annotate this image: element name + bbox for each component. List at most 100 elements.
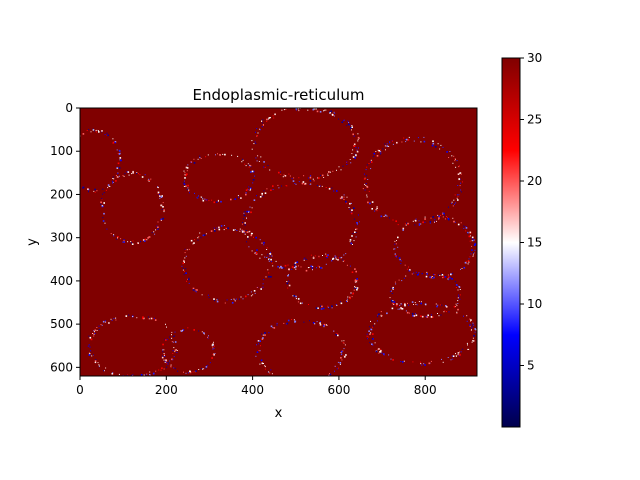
speckle-pixel [434, 145, 437, 148]
speckle-pixel [468, 348, 470, 350]
speckle-pixel [142, 316, 144, 318]
speckle-pixel [203, 368, 205, 370]
speckle-pixel [292, 180, 295, 182]
speckle-pixel [213, 345, 215, 347]
speckle-pixel [442, 212, 444, 214]
speckle-pixel [314, 255, 316, 257]
speckle-pixel [354, 157, 356, 159]
speckle-pixel [374, 210, 376, 212]
speckle-pixel [198, 236, 200, 238]
speckle-pixel [182, 329, 183, 331]
speckle-pixel [132, 170, 134, 173]
speckle-pixel [124, 173, 126, 175]
speckle-pixel [236, 230, 238, 231]
speckle-pixel [207, 154, 209, 156]
speckle-pixel [298, 177, 300, 179]
speckle-pixel [472, 254, 474, 256]
speckle-pixel [120, 160, 122, 162]
speckle-pixel [171, 358, 173, 361]
speckle-pixel [352, 244, 353, 245]
speckle-pixel [202, 197, 204, 199]
speckle-pixel [166, 339, 168, 341]
speckle-pixel [294, 183, 296, 184]
speckle-pixel [203, 234, 206, 236]
speckle-pixel [171, 331, 173, 333]
speckle-pixel [380, 311, 382, 313]
speckle-pixel [105, 321, 107, 323]
speckle-pixel [434, 221, 435, 223]
speckle-pixel [328, 111, 330, 113]
speckle-pixel [270, 189, 272, 191]
speckle-pixel [326, 324, 327, 326]
speckle-pixel [318, 255, 320, 257]
speckle-pixel [356, 287, 357, 289]
speckle-pixel [187, 372, 189, 374]
speckle-pixel [192, 287, 195, 290]
speckle-pixel [214, 229, 216, 231]
speckle-pixel [243, 214, 246, 217]
speckle-pixel [269, 169, 271, 171]
speckle-pixel [282, 176, 284, 178]
speckle-pixel [369, 202, 371, 205]
speckle-pixel [472, 323, 474, 325]
speckle-pixel [183, 170, 185, 172]
speckle-pixel [392, 143, 394, 145]
speckle-pixel [164, 360, 166, 362]
speckle-pixel [350, 242, 353, 245]
speckle-pixel [337, 367, 339, 369]
speckle-pixel [370, 332, 372, 334]
speckle-pixel [447, 357, 449, 358]
speckle-pixel [343, 120, 345, 122]
speckle-pixel [411, 273, 413, 275]
speckle-pixel [261, 192, 263, 195]
speckle-pixel [369, 326, 371, 328]
x-axis: 0 200 400 600 800 [76, 376, 437, 397]
speckle-pixel [213, 347, 215, 349]
speckle-pixel [312, 269, 313, 271]
speckle-pixel [309, 176, 312, 179]
speckle-pixel [392, 359, 394, 361]
speckle-pixel [328, 307, 330, 309]
speckle-pixel [157, 191, 160, 194]
speckle-pixel [284, 175, 287, 177]
speckle-pixel [211, 344, 213, 346]
speckle-pixel [232, 229, 235, 231]
colorbar: 5 10 15 20 25 30 [501, 51, 542, 428]
x-tick-label: 400 [241, 383, 264, 397]
speckle-pixel [245, 295, 247, 298]
colorbar-tick-label: 5 [527, 359, 535, 373]
speckle-pixel [182, 267, 184, 269]
speckle-pixel [420, 223, 422, 225]
speckle-pixel [218, 226, 220, 229]
speckle-pixel [371, 338, 373, 340]
speckle-pixel [366, 175, 367, 177]
speckle-pixel [246, 217, 247, 219]
speckle-pixel [349, 239, 352, 241]
speckle-pixel [157, 229, 159, 230]
speckle-pixel [264, 334, 266, 336]
speckle-pixel [371, 343, 373, 345]
speckle-pixel [471, 236, 474, 239]
speckle-pixel [310, 106, 311, 107]
speckle-pixel [318, 185, 320, 187]
speckle-pixel [437, 214, 439, 216]
speckle-pixel [417, 137, 419, 139]
speckle-pixel [313, 180, 315, 182]
speckle-pixel [255, 131, 256, 133]
speckle-pixel [141, 377, 142, 378]
speckle-pixel [445, 306, 448, 308]
speckle-pixel [74, 140, 75, 141]
speckle-pixel [234, 229, 236, 231]
speckle-pixel [106, 228, 108, 230]
speckle-pixel [95, 362, 97, 364]
speckle-pixel [336, 368, 338, 370]
speckle-pixel [404, 303, 406, 306]
speckle-pixel [339, 301, 341, 303]
speckle-pixel [205, 199, 207, 201]
speckle-pixel [154, 319, 157, 321]
speckle-pixel [286, 185, 288, 187]
speckle-pixel [405, 139, 407, 140]
speckle-pixel [271, 373, 273, 375]
speckle-pixel [440, 144, 442, 146]
speckle-pixel [195, 291, 197, 293]
